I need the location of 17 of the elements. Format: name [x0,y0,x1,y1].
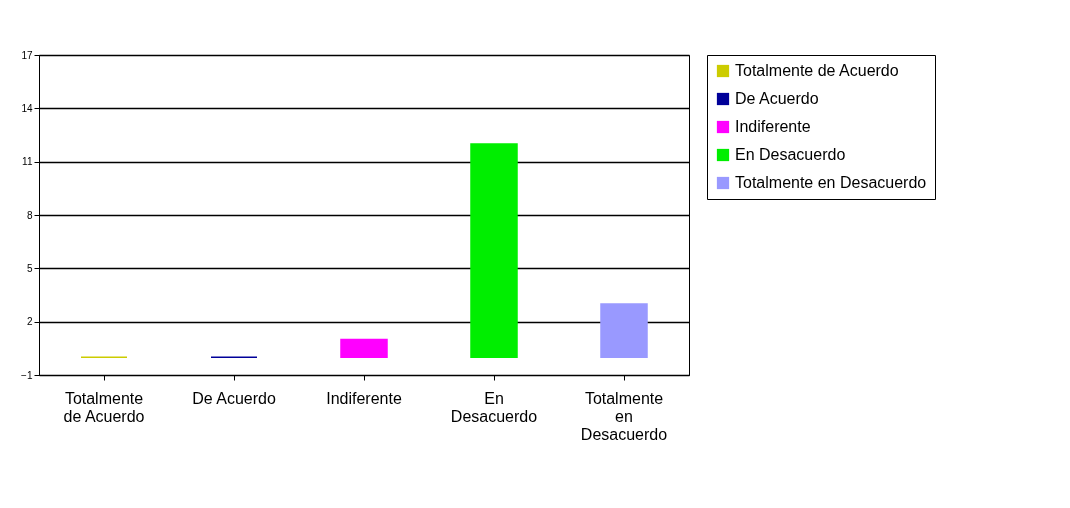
x-tick-label: De Acuerdo [192,389,276,407]
y-tick-label: 17 [21,49,33,61]
y-tick-label: 11 [22,156,33,168]
y-tick-label: 5 [26,262,33,274]
x-tick-label: Indiferente [326,389,402,407]
y-tick-label: 14 [21,102,33,114]
legend-label: De Acuerdo [735,90,819,107]
legend-label: En Desacuerdo [735,146,846,163]
x-tick-label: Totalmente de Acuerdo [63,389,145,425]
legend-label: Totalmente de Acuerdo [735,62,899,79]
x-tick-label: En Desacuerdo [450,389,538,425]
y-tick-label: 8 [26,209,33,221]
x-tick-label: Totalmente en Desacuerdo [580,389,668,443]
y-tick-label: 2 [26,316,33,328]
legend-label: Totalmente en Desacuerdo [735,174,927,191]
legend-label: Indiferente [735,118,811,135]
y-tick-label: −1 [21,369,33,381]
